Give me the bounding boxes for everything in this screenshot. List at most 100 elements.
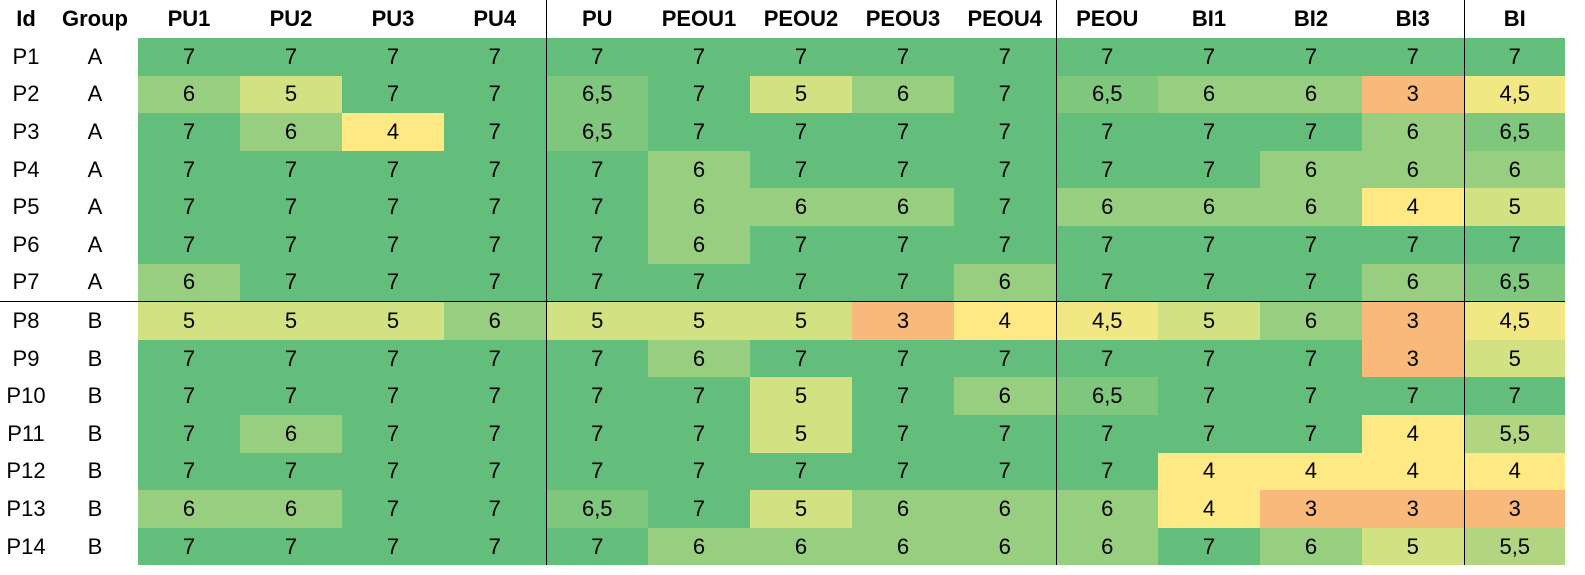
cell-p6-peou3: 7 (852, 225, 954, 264)
cell-p12-bi3: 4 (1362, 452, 1464, 491)
cell-p6-pu1: 7 (138, 225, 240, 264)
cell-p2-peou2: 5 (750, 75, 852, 114)
cell-p2-bi: 4,5 (1463, 75, 1565, 114)
cell-p10-bi3: 7 (1362, 377, 1464, 415)
cell-p12-peou3: 7 (852, 452, 954, 491)
row-id-p8: P8 (0, 301, 52, 340)
cell-p11-peou1: 7 (648, 414, 750, 453)
cell-p2-bi1: 6 (1158, 75, 1260, 114)
cell-p5-pu: 7 (545, 188, 648, 226)
cell-p3-pu4: 7 (444, 113, 546, 151)
cell-p14-peou: 6 (1055, 527, 1158, 566)
heatmap-table: Id Group PU1 PU2 PU3 PU4 PU PEOU1 PEOU2 PEOU3 PEOU… (0, 0, 1565, 566)
cell-p9-bi3: 3 (1362, 339, 1464, 378)
cell-p8-peou4: 4 (954, 301, 1056, 340)
row-id-p3: P3 (0, 113, 52, 151)
header-row: Id Group PU1 PU2 PU3 PU4 PU PEOU1 PEOU2 PEOU3 PEOU… (0, 0, 1565, 38)
table-row: P6 A 7 7 7 7 7 6 7 7 7 7 7 7 7 7 (0, 225, 1565, 264)
cell-p1-bi1: 7 (1158, 38, 1260, 76)
cell-p4-bi2: 6 (1260, 150, 1362, 189)
cell-p8-bi: 4,5 (1463, 301, 1565, 340)
column-header-pu: PU (545, 0, 648, 38)
table-row: P3 A 7 6 4 7 6,5 7 7 7 7 7 7 7 6 6,5 (0, 113, 1565, 151)
cell-p6-peou1: 6 (648, 225, 750, 264)
cell-p1-bi: 7 (1463, 38, 1565, 76)
row-id-p1: P1 (0, 38, 52, 76)
row-id-p4: P4 (0, 150, 52, 189)
cell-p1-peou4: 7 (954, 38, 1056, 76)
cell-p6-pu2: 7 (240, 225, 342, 264)
column-header-bi1: BI1 (1191, 6, 1227, 31)
cell-p7-bi: 6,5 (1463, 263, 1565, 302)
cell-p13-pu2: 6 (240, 490, 342, 528)
cell-p5-peou4: 7 (954, 188, 1056, 226)
cell-p12-bi1: 4 (1158, 452, 1260, 491)
cell-p12-bi: 4 (1463, 452, 1565, 491)
cell-p5-peou3: 6 (852, 188, 954, 226)
cell-p11-peou2: 5 (750, 414, 852, 453)
cell-p4-pu3: 7 (342, 150, 444, 189)
cell-p13-pu4: 7 (444, 490, 546, 528)
row-group: B (52, 301, 138, 340)
cell-p9-peou1: 6 (648, 339, 750, 378)
cell-p9-peou2: 7 (750, 339, 852, 378)
column-header-group: Group (62, 6, 128, 31)
cell-p11-pu3: 7 (342, 414, 444, 453)
cell-p12-bi2: 4 (1260, 452, 1362, 491)
cell-p5-bi2: 6 (1260, 188, 1362, 226)
cell-p1-peou1: 7 (648, 38, 750, 76)
cell-p11-bi1: 7 (1158, 414, 1260, 453)
table-row: P11 B 7 6 7 7 7 7 5 7 7 7 7 7 4 5,5 (0, 414, 1565, 453)
cell-p10-pu2: 7 (240, 377, 342, 415)
cell-p14-pu4: 7 (444, 527, 546, 566)
cell-p4-pu2: 7 (240, 150, 342, 189)
cell-p5-pu4: 7 (444, 188, 546, 226)
cell-p1-peou: 7 (1055, 38, 1158, 76)
cell-p13-peou: 6 (1055, 490, 1158, 528)
cell-p3-peou4: 7 (954, 113, 1056, 151)
cell-p7-peou2: 7 (750, 263, 852, 302)
cell-p9-pu: 7 (545, 339, 648, 378)
cell-p6-bi: 7 (1463, 225, 1565, 264)
cell-p7-pu1: 6 (138, 263, 240, 302)
column-header-pu4: PU4 (473, 6, 517, 31)
cell-p4-bi: 6 (1463, 150, 1565, 189)
column-header-peou3: PEOU3 (865, 6, 941, 31)
cell-p7-pu2: 7 (240, 263, 342, 302)
row-group: A (52, 75, 138, 114)
cell-p8-pu: 5 (545, 301, 648, 340)
cell-p4-pu: 7 (545, 150, 648, 189)
cell-p3-bi: 6,5 (1463, 113, 1565, 151)
cell-p12-pu3: 7 (342, 452, 444, 491)
cell-p7-pu: 7 (545, 263, 648, 302)
cell-p12-peou: 7 (1055, 452, 1158, 491)
cell-p3-pu: 6,5 (545, 113, 648, 151)
cell-p5-bi: 5 (1463, 188, 1565, 226)
cell-p8-peou: 4,5 (1055, 301, 1158, 340)
cell-p1-pu2: 7 (240, 38, 342, 76)
table-row: P5 A 7 7 7 7 7 6 6 6 7 6 6 6 4 5 (0, 188, 1565, 226)
cell-p1-pu4: 7 (444, 38, 546, 76)
cell-p9-bi: 5 (1463, 339, 1565, 378)
column-header-id: Id (16, 6, 36, 31)
cell-p8-pu4: 6 (444, 301, 546, 340)
cell-p8-pu2: 5 (240, 301, 342, 340)
cell-p14-bi3: 5 (1362, 527, 1464, 566)
row-id-p10: P10 (0, 377, 52, 415)
cell-p11-peou4: 7 (954, 414, 1056, 453)
cell-p5-bi3: 4 (1362, 188, 1464, 226)
cell-p14-bi: 5,5 (1463, 527, 1565, 566)
cell-p12-peou4: 7 (954, 452, 1056, 491)
cell-p1-pu1: 7 (138, 38, 240, 76)
cell-p5-peou: 6 (1055, 188, 1158, 226)
row-group: A (52, 150, 138, 189)
cell-p11-bi: 5,5 (1463, 414, 1565, 453)
cell-p6-pu: 7 (545, 225, 648, 264)
cell-p7-peou: 7 (1055, 263, 1158, 302)
cell-p8-pu1: 5 (138, 301, 240, 340)
cell-p3-peou2: 7 (750, 113, 852, 151)
cell-p3-peou: 7 (1055, 113, 1158, 151)
row-id-p9: P9 (0, 339, 52, 378)
cell-p9-pu2: 7 (240, 339, 342, 378)
cell-p10-peou1: 7 (648, 377, 750, 415)
